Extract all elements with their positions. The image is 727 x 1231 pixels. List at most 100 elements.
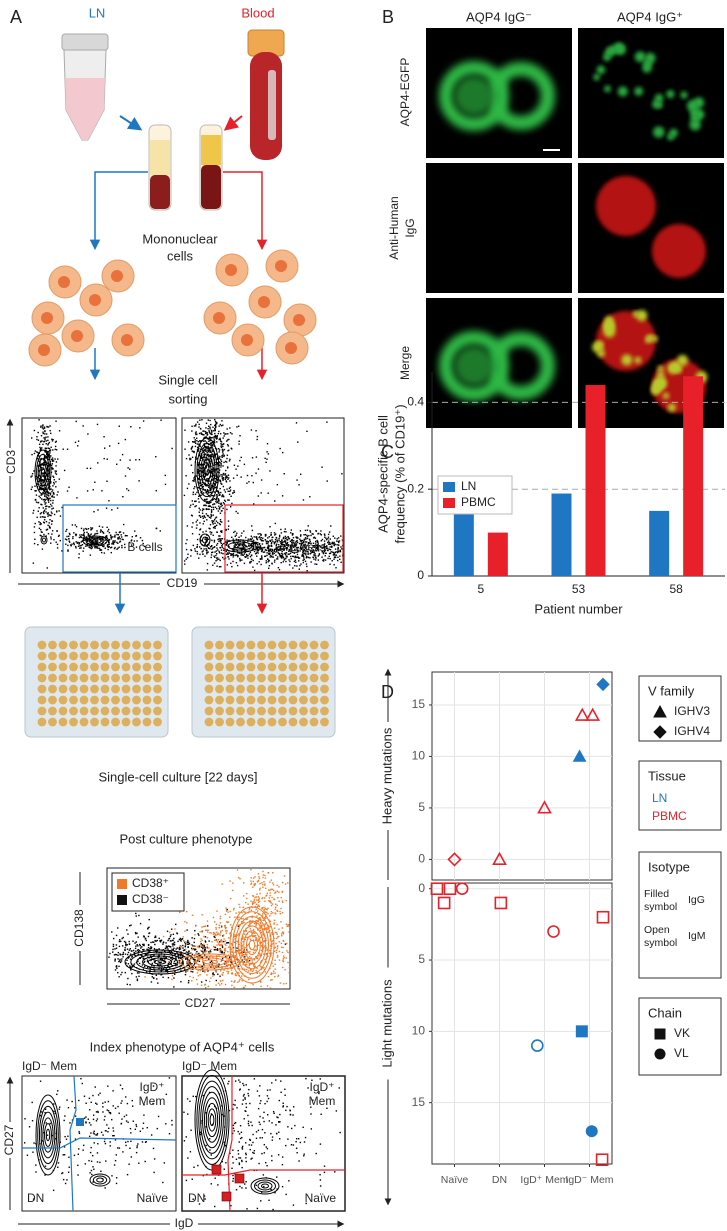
event-dot <box>236 975 237 976</box>
event-dot <box>213 514 214 515</box>
event-dot <box>326 546 327 547</box>
event-dot <box>231 433 232 434</box>
event-dot <box>251 429 252 430</box>
event-dot <box>226 971 227 972</box>
event-dot <box>228 499 229 500</box>
event-dot <box>253 884 254 885</box>
event-dot <box>140 537 141 538</box>
event-dot <box>211 511 212 512</box>
event-dot <box>221 425 222 426</box>
well <box>236 707 245 716</box>
event-dot <box>137 979 138 980</box>
event-dot <box>230 553 231 554</box>
event-dot <box>279 1138 280 1139</box>
event-dot <box>67 490 68 491</box>
event-dot <box>125 439 126 440</box>
event-dot <box>109 546 110 547</box>
event-dot <box>216 521 217 522</box>
event-dot <box>24 1142 25 1143</box>
event-dot <box>331 560 332 561</box>
event-dot <box>214 557 215 558</box>
event-dot <box>279 448 280 449</box>
event-dot <box>208 515 209 516</box>
event-dot <box>185 959 186 960</box>
event-dot <box>290 556 291 557</box>
well <box>226 652 235 661</box>
well <box>69 696 78 705</box>
event-dot <box>266 1165 267 1166</box>
event-dot <box>278 567 279 568</box>
event-dot <box>221 510 222 511</box>
event-dot <box>210 514 211 515</box>
event-dot <box>285 1110 286 1111</box>
event-dot <box>234 980 235 981</box>
event-dot <box>51 505 52 506</box>
event-dot <box>121 1100 122 1101</box>
event-dot <box>160 941 161 942</box>
event-dot <box>264 1103 265 1104</box>
event-dot <box>44 517 45 518</box>
event-dot <box>85 546 86 547</box>
event-dot <box>249 951 250 952</box>
event-dot <box>326 421 327 422</box>
well <box>132 696 141 705</box>
event-dot <box>218 942 219 943</box>
event-dot <box>171 448 172 449</box>
event-dot <box>246 969 247 970</box>
event-dot <box>318 533 319 534</box>
event-dot <box>171 979 172 980</box>
event-dot <box>38 440 39 441</box>
event-dot <box>186 1136 187 1137</box>
event-dot <box>136 915 137 916</box>
event-dot <box>49 488 50 489</box>
event-dot <box>45 485 46 486</box>
event-dot <box>274 972 275 973</box>
event-dot <box>203 486 204 487</box>
event-dot <box>203 548 204 549</box>
event-dot <box>173 949 174 950</box>
event-dot <box>211 509 212 510</box>
event-dot <box>66 1179 67 1180</box>
event-dot <box>209 528 210 529</box>
event-dot <box>334 554 335 555</box>
event-dot <box>206 550 207 551</box>
event-dot <box>165 484 166 485</box>
event-dot <box>277 948 278 949</box>
event-dot <box>254 913 255 914</box>
event-dot <box>220 466 221 467</box>
event-dot <box>296 537 297 538</box>
event-dot <box>160 530 161 531</box>
well <box>111 718 120 727</box>
event-dot <box>133 950 134 951</box>
event-dot <box>40 522 41 523</box>
event-dot <box>71 1101 72 1102</box>
event-dot <box>275 964 276 965</box>
event-dot <box>177 941 178 942</box>
well <box>299 663 308 672</box>
event-dot <box>287 882 288 883</box>
event-dot <box>77 445 78 446</box>
event-dot <box>221 461 222 462</box>
event-dot <box>268 492 269 493</box>
event-dot <box>264 959 265 960</box>
event-dot <box>251 1144 252 1145</box>
event-dot <box>276 950 277 951</box>
event-dot <box>232 890 233 891</box>
event-dot <box>261 1153 262 1154</box>
event-dot <box>275 904 276 905</box>
event-dot <box>158 1116 159 1117</box>
event-dot <box>126 929 127 930</box>
event-dot <box>169 938 170 939</box>
event-dot <box>93 489 94 490</box>
event-dot <box>272 912 273 913</box>
event-dot <box>239 907 240 908</box>
event-dot <box>294 1125 295 1126</box>
event-dot <box>50 504 51 505</box>
event-dot <box>231 981 232 982</box>
event-dot <box>116 948 117 949</box>
event-dot <box>90 1132 91 1133</box>
event-dot <box>180 939 181 940</box>
event-dot <box>55 465 56 466</box>
event-dot <box>275 555 276 556</box>
event-dot <box>236 475 237 476</box>
